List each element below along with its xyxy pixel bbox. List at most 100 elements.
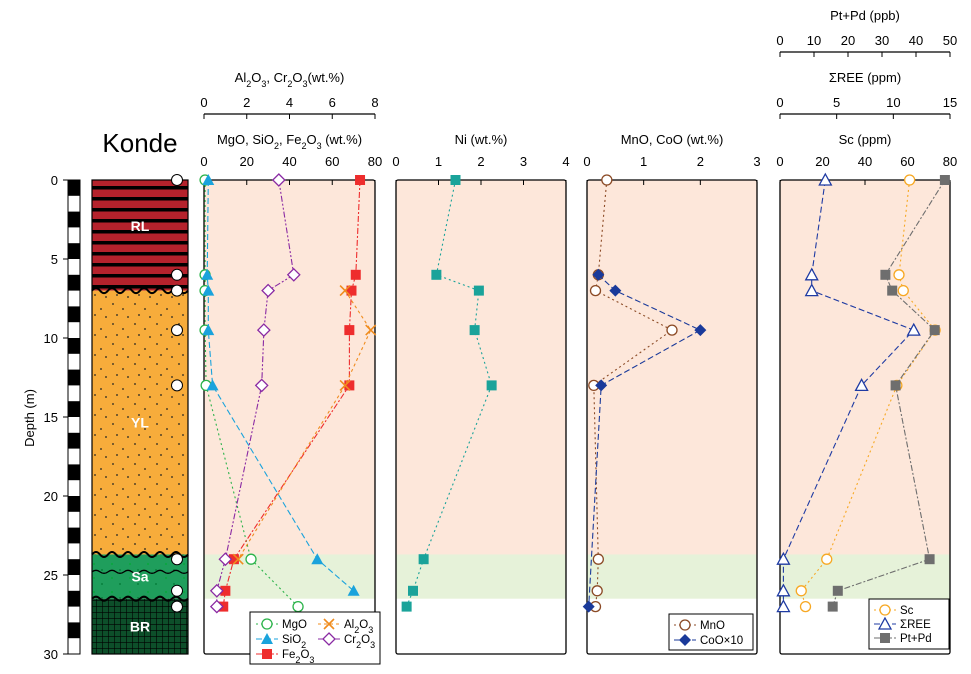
panel-mno-coo: 0 1 2 3 MnO, CoO (wt.%) MnO CoO×10 — [582, 132, 761, 655]
point-ΣREE — [804, 267, 819, 281]
point-Fe2O3 — [344, 325, 355, 336]
point-ΣREE — [818, 172, 833, 186]
point-CoO×10 — [694, 324, 707, 337]
point-Cr2O3 — [218, 552, 233, 567]
unit-rl-stripe — [92, 197, 188, 201]
depth-tick-label: 20 — [44, 489, 58, 504]
panel-sc-ree-ptpd: 0 20 40 60 80 Sc (ppm) 0 5 10 15 ΣREE (ppm) 0 10 20 30… — [776, 8, 957, 655]
sample-marker — [171, 600, 183, 613]
point-Cr2O3 — [209, 599, 224, 614]
panel-title: Ni (wt.%) — [455, 132, 508, 147]
point-Sc — [795, 585, 807, 597]
p1-secondary-axis-tick-label: 0 — [200, 95, 207, 110]
p1-secondary-axis-tick-label: 4 — [286, 95, 293, 110]
legend-label-Cr2O3: Cr2O3 — [344, 634, 375, 650]
depth-scale-block — [68, 338, 80, 354]
p1-secondary-axis-tick-label: 8 — [371, 95, 378, 110]
boundary-sa-inner — [91, 569, 189, 574]
depth-tick-label: 5 — [51, 252, 58, 267]
unit-rl-stripe — [92, 219, 188, 223]
x-tick-label: 3 — [753, 154, 760, 169]
x-tick-label: 0 — [392, 154, 399, 169]
point-Cr2O3 — [256, 323, 271, 338]
depth-scale-block — [68, 369, 80, 386]
point-Sc — [821, 553, 833, 565]
sample-marker — [171, 284, 183, 297]
x-tick-label: 20 — [815, 154, 829, 169]
point-Pt+Pd — [929, 325, 940, 336]
point-Cr2O3 — [286, 267, 301, 282]
point-Ni — [431, 269, 442, 280]
depth-scale-block — [68, 527, 80, 544]
legend-marker-Pt+Pd — [880, 633, 890, 643]
depth-tick-label: 30 — [44, 647, 58, 662]
legend-marker-SiO2 — [261, 633, 273, 644]
point-Fe2O3 — [344, 380, 355, 391]
sample-marker — [171, 553, 183, 566]
series-line-Ni — [406, 179, 493, 607]
p1-secondary-axis-tick-label: 6 — [329, 95, 336, 110]
p4-secondary-title: ΣREE (ppm) — [829, 70, 901, 85]
point-MgO — [292, 600, 304, 613]
depth-scale-block — [68, 180, 80, 196]
p4-tertiary-axis-tick-label: 0 — [776, 33, 783, 48]
x-tick-label: 2 — [697, 154, 704, 169]
depth-tick-label: 10 — [44, 331, 58, 346]
sample-marker — [171, 584, 183, 597]
point-Pt+Pd — [827, 601, 838, 612]
unit-rl-stripe — [92, 252, 188, 256]
depth-axis-label: Depth (m) — [22, 389, 37, 447]
depth-scale-block — [68, 306, 80, 323]
p4-secondary-axis-tick-label: 5 — [833, 95, 840, 110]
x-tick-label: 3 — [520, 154, 527, 169]
point-MnO — [589, 284, 602, 297]
point-Pt+Pd — [924, 554, 935, 565]
depth-scale-block — [68, 211, 80, 228]
shade-lower — [587, 554, 757, 599]
point-MnO — [592, 553, 604, 565]
depth-scale-block — [68, 622, 80, 639]
legend-marker-CoO×10 — [679, 634, 691, 646]
sample-marker — [171, 379, 183, 392]
column-frame — [91, 179, 189, 655]
unit-rl-stripe — [92, 208, 188, 212]
point-Cr2O3 — [209, 583, 224, 598]
point-Fe2O3 — [346, 285, 357, 296]
panel-frame — [586, 179, 758, 655]
p4-secondary-axis-tick-label: 15 — [943, 95, 957, 110]
sample-marker — [171, 174, 183, 186]
depth-scale-block — [68, 274, 80, 291]
legend-label-Al2O3: Al2O3 — [344, 619, 373, 635]
point-Cr2O3 — [254, 378, 269, 393]
point-Ni — [450, 175, 461, 185]
shade-upper — [396, 180, 566, 555]
point-CoO×10 — [609, 284, 622, 297]
panel-title: MgO, SiO2, Fe2O3 (wt.%) — [217, 132, 362, 151]
x-tick-label: 4 — [562, 154, 569, 169]
legend-marker-Al2O3 — [323, 618, 335, 630]
point-Al2O3 — [365, 324, 377, 336]
unit-rl-stripe — [92, 263, 188, 267]
p1-secondary-title: Al2O3, Cr2O3(wt.%) — [235, 70, 345, 89]
x-tick-label: 80 — [943, 154, 957, 169]
point-Ni — [408, 585, 418, 596]
p4-tertiary-axis-tick-label: 50 — [943, 33, 957, 48]
point-ΣREE — [854, 378, 869, 392]
point-Pt+Pd — [887, 285, 898, 296]
point-Fe2O3 — [220, 585, 231, 596]
point-Cr2O3 — [261, 283, 276, 298]
depth-tick-label: 25 — [44, 568, 58, 583]
panel-ni: 0 1 2 3 4 Ni (wt.%) — [392, 132, 570, 655]
p4-tertiary-axis-tick-label: 10 — [807, 33, 821, 48]
point-CoO×10 — [582, 600, 595, 613]
legend-label-ΣREE: ΣREE — [900, 619, 931, 631]
point-ΣREE — [776, 599, 791, 613]
point-Al2O3 — [232, 553, 244, 565]
point-SiO2 — [202, 284, 215, 296]
point-Ni — [418, 554, 429, 565]
depth-scale-block — [68, 432, 80, 449]
x-tick-label: 1 — [435, 154, 442, 169]
depth-scale-block — [68, 496, 80, 512]
